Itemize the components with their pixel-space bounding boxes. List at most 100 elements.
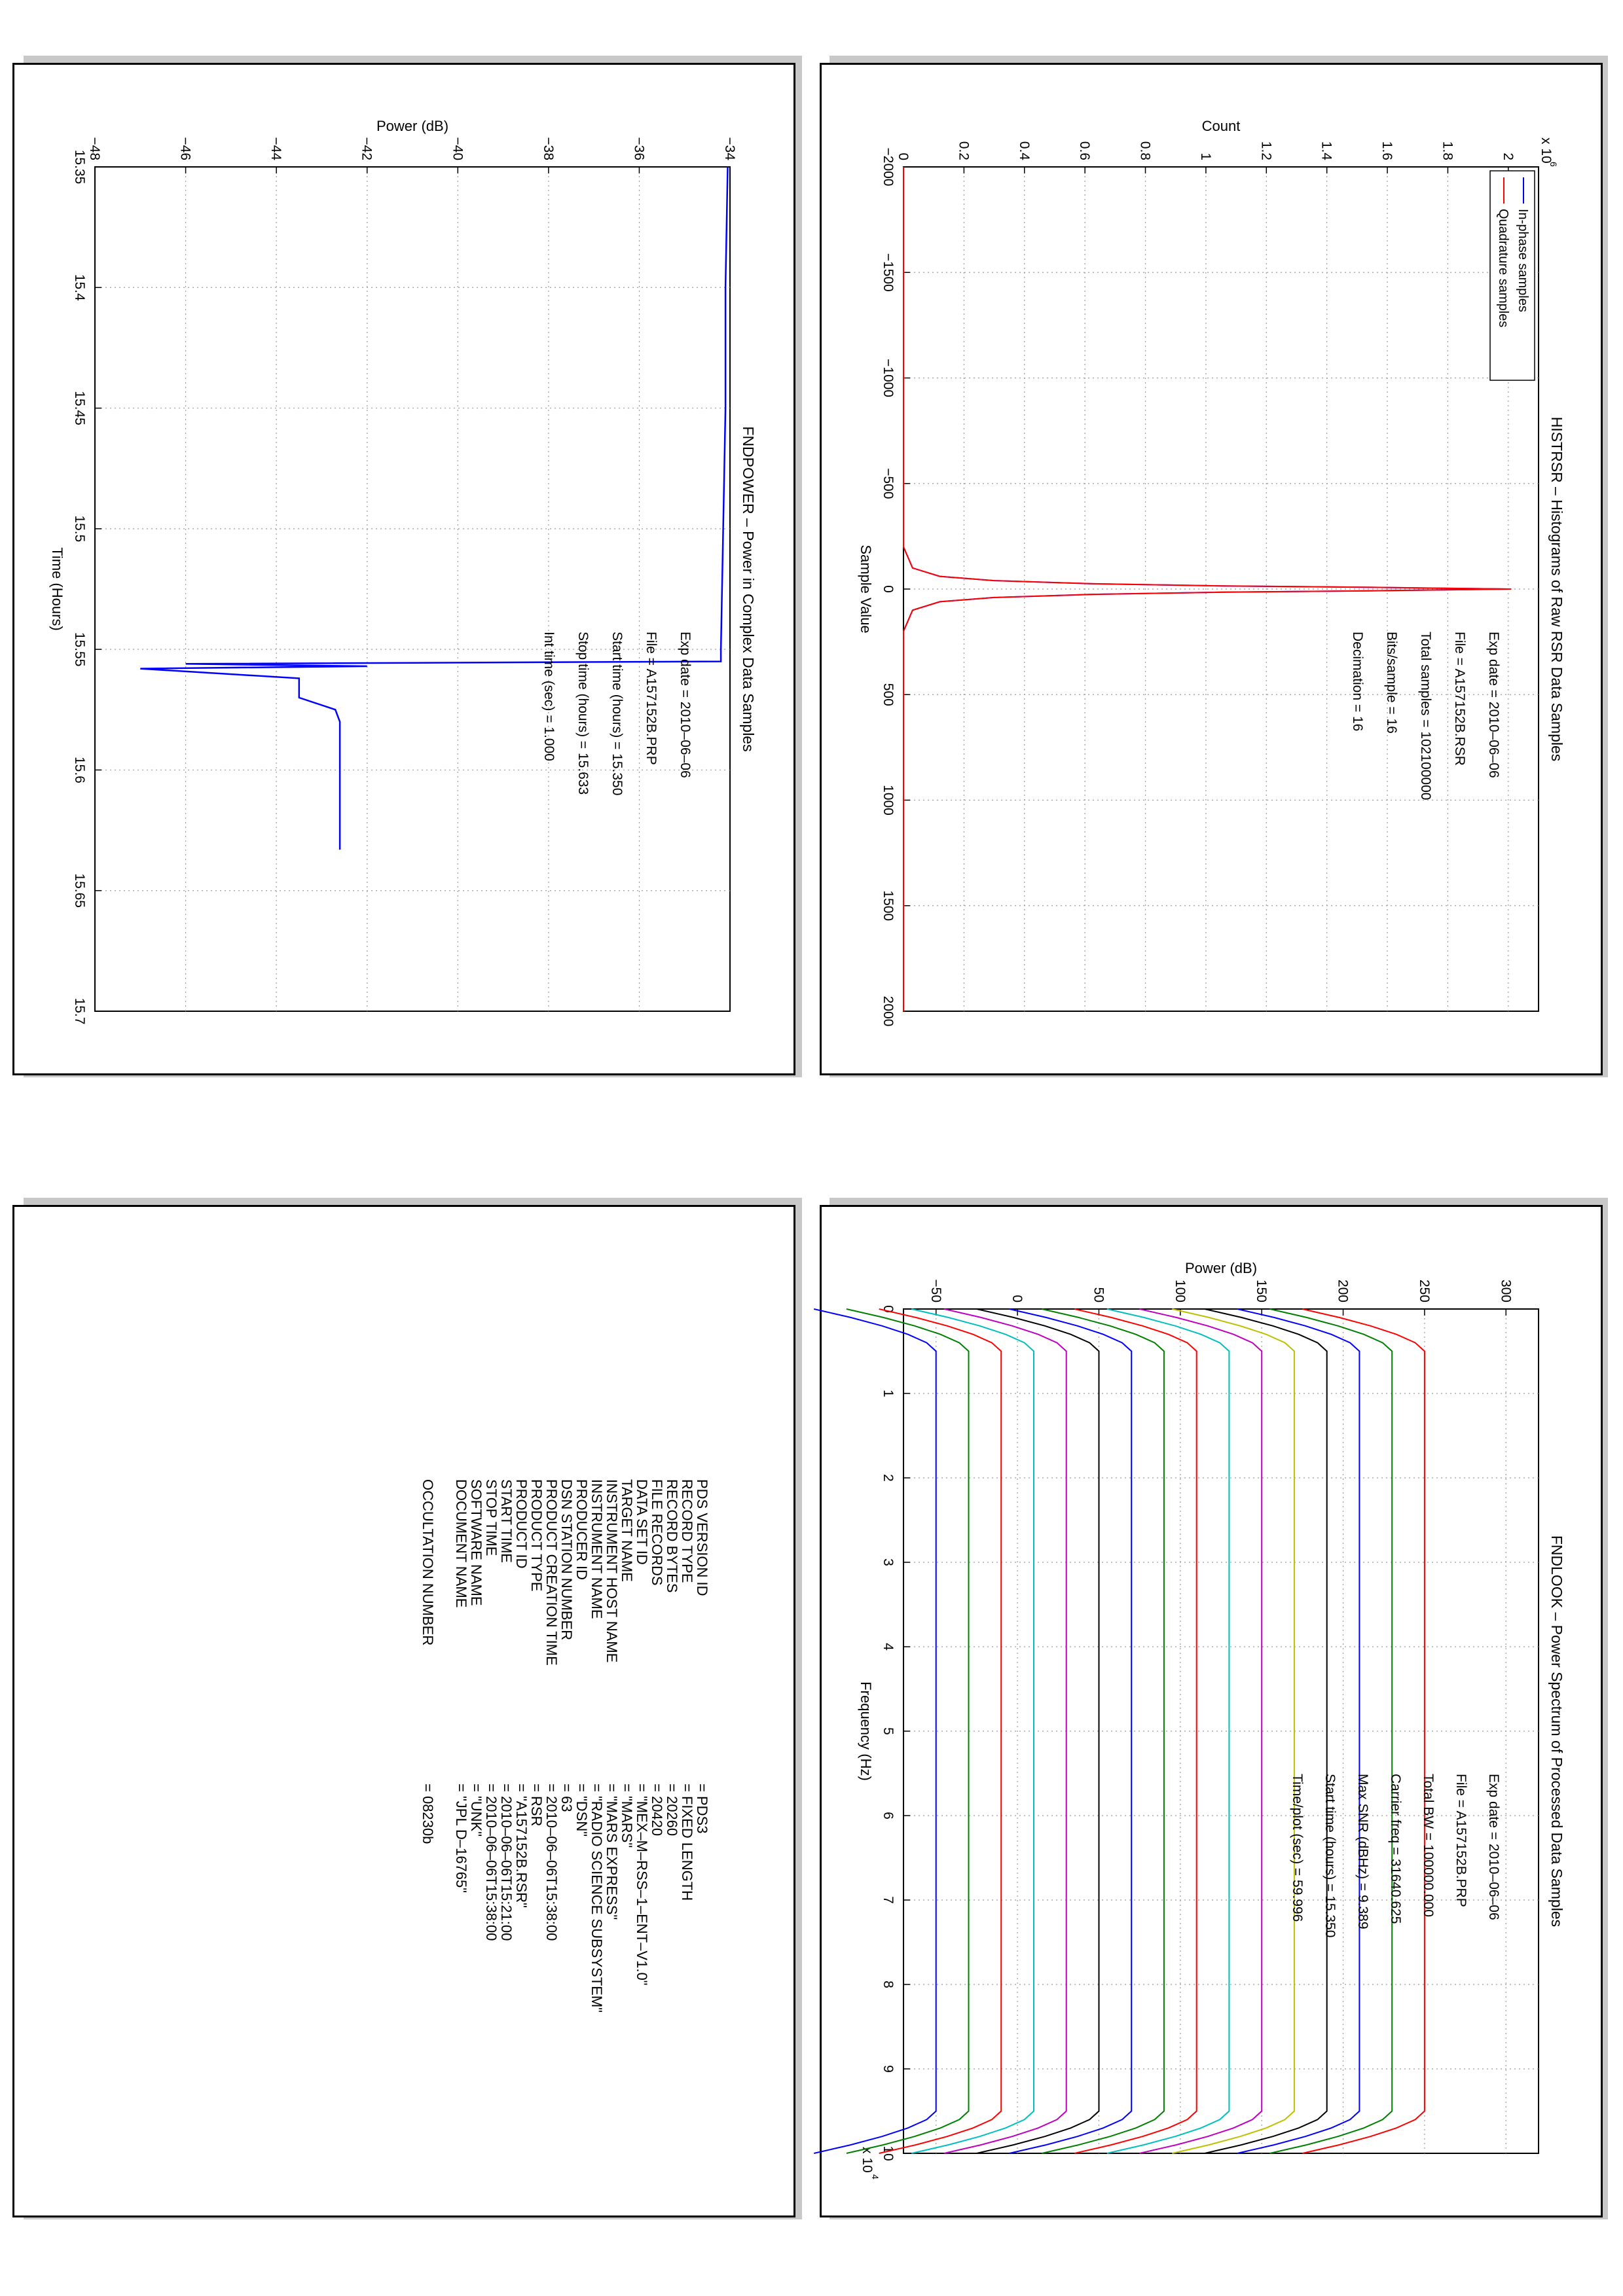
y-tick-label: 1: [1198, 152, 1213, 160]
label-key: START TIME: [498, 1479, 515, 1563]
y-tick-label: 250: [1417, 1280, 1432, 1302]
y-exponent-power: 6: [1548, 162, 1559, 167]
y-tick-label: −48: [87, 137, 102, 160]
y-tick-label: 1.2: [1258, 141, 1273, 160]
spectrum-line: [1042, 1308, 1165, 2154]
label-key: INSTRUMENT HOST NAME: [604, 1479, 620, 1663]
label-value: = RSR: [528, 1784, 545, 1827]
y-tick-label: 0.6: [1077, 141, 1092, 160]
y-tick-label: 0: [896, 152, 911, 160]
x-tick-label: 5: [881, 1727, 896, 1735]
annotation-line: Bits/sample = 16: [1384, 632, 1399, 734]
label-value: = 63: [558, 1784, 575, 1812]
label-key: FILE RECORDS: [649, 1479, 665, 1586]
x-axis-label: Frequency (Hz): [858, 1681, 874, 1781]
y-tick-label: 1.8: [1440, 141, 1455, 160]
series-line: [903, 167, 1512, 1011]
x-axis-label: Sample Value: [858, 545, 874, 633]
label-value: = FIXED LENGTH: [679, 1784, 695, 1901]
label-value: = 2010–06–06T15:38:00: [543, 1784, 560, 1941]
x-exponent-label: x 10: [860, 2147, 875, 2173]
label-key: DOCUMENT NAME: [453, 1479, 469, 1608]
spectrum-line: [1204, 1308, 1328, 2154]
y-tick-label: 1.6: [1379, 141, 1395, 160]
spectrum-line: [1302, 1308, 1425, 2154]
y-axis-label: Count: [1202, 118, 1241, 134]
x-axis-label: Time (Hours): [49, 547, 65, 631]
spectrum-line: [1172, 1308, 1295, 2154]
label-key: SOFTWARE NAME: [468, 1479, 484, 1606]
y-tick-label: 300: [1498, 1280, 1513, 1302]
y-tick-label: 2: [1501, 152, 1516, 160]
y-tick-label: −40: [450, 137, 465, 160]
legend-box: [1489, 170, 1535, 381]
y-tick-label: 0.8: [1138, 141, 1153, 160]
x-tick-label: 15.45: [72, 391, 87, 425]
plot-area: [94, 166, 731, 1012]
label-key: DATA SET ID: [634, 1479, 650, 1565]
y-tick-label: 150: [1254, 1280, 1269, 1302]
x-tick-label: −1500: [881, 253, 896, 292]
annotation-line: Carrier freq = 31640.625: [1388, 1774, 1403, 1924]
y-tick-label: −36: [631, 137, 646, 160]
spectrum-line: [1009, 1308, 1133, 2154]
label-frame: [12, 1205, 795, 2217]
x-exponent-power: 4: [870, 2174, 881, 2179]
spectrum-line: [911, 1308, 1034, 2154]
annotation-line: File = A157152B.PRP: [644, 632, 659, 765]
spectrum-line: [1139, 1308, 1263, 2154]
histogram-chart: −2000 −1500 −1000 −500 0 500 1000 1500 2000 0 0.2 0…: [858, 118, 1565, 1026]
x-tick-label: 1000: [881, 785, 896, 816]
label-value: = 20420: [649, 1784, 665, 1837]
x-tick-label: −2000: [881, 148, 896, 187]
x-tick-label: 15.35: [72, 150, 87, 185]
chart-title: FNDPOWER – Power in Complex Data Samples: [740, 426, 757, 751]
label-value: = "A157152B.RSR": [513, 1784, 530, 1908]
y-tick-label: −46: [178, 137, 193, 160]
label-key: TARGET NAME: [619, 1479, 635, 1582]
annotation-line: Exp date = 2010–06–06: [1486, 632, 1501, 778]
label-key: DSN STATION NUMBER: [558, 1479, 575, 1641]
occultation-key: OCCULTATION NUMBER: [420, 1479, 436, 1646]
y-tick-label: −38: [541, 137, 556, 160]
legend-entry: Quadrature samples: [1496, 209, 1510, 327]
annotation-line: File = A157152B.PRP: [1453, 1774, 1468, 1907]
x-tick-label: −1000: [881, 359, 896, 397]
y-tick-label: 100: [1173, 1280, 1188, 1302]
label-value: = "MARS EXPRESS": [604, 1784, 620, 1920]
annotation-line: Time/plot (sec) = 59.996: [1290, 1774, 1305, 1922]
y-tick-label: 0: [1010, 1295, 1025, 1302]
legend-entry: In-phase samples: [1516, 209, 1530, 312]
x-tick-label: 1500: [881, 890, 896, 921]
spectrum-line: [976, 1308, 1100, 2154]
x-tick-label: 10: [881, 2145, 896, 2161]
spectrum-line: [813, 1308, 937, 2154]
spectrum-chart: 0 1 2 3 4 5 6 7 8 9 10 −50 0 50 100 150 200 250 300 FNDLOOK…: [813, 1260, 1565, 2179]
y-tick-label: 200: [1336, 1280, 1351, 1302]
power-panel: 15.35 15.4 15.45 15.5 15.55 15.6 15.65 15.7 −48 −…: [36, 118, 789, 1037]
x-tick-label: 15.6: [72, 757, 87, 783]
x-tick-label: 6: [881, 1812, 896, 1820]
label-key: PRODUCT ID: [513, 1479, 530, 1569]
spectrum-line: [846, 1308, 970, 2154]
annotation-line: Start time (hours) = 15.350: [1322, 1774, 1338, 1937]
x-tick-label: 9: [881, 2065, 896, 2073]
x-tick-label: 15.4: [72, 274, 87, 301]
label-value: = "MEX–M–RSS–1–ENT–V1.0": [634, 1784, 650, 1986]
label-key: RECORD BYTES: [664, 1479, 680, 1593]
power-chart: 15.35 15.4 15.45 15.5 15.55 15.6 15.65 15.7 −48 −…: [49, 118, 757, 1024]
annotation-line: Stop time (hours) = 15.633: [575, 632, 591, 795]
label-value: = 2010–06–06T15:38:00: [483, 1784, 500, 1941]
y-tick-label: −42: [359, 137, 374, 160]
annotation-line: Exp date = 2010–06–06: [1486, 1774, 1501, 1920]
spectrum-panel: 0 1 2 3 4 5 6 7 8 9 10 −50 0 50 100 150 200 250 300 FNDLOOK…: [813, 1260, 1597, 2179]
annotation-line: Total samples = 102100000: [1418, 632, 1433, 800]
y-axis-label: Power (dB): [1185, 1260, 1257, 1276]
x-tick-label: 2: [881, 1474, 896, 1482]
x-tick-label: 7: [881, 1896, 896, 1904]
series-line: [140, 166, 729, 850]
annotation-line: File = A157152B.RSR: [1452, 632, 1467, 766]
chart-title: FNDLOOK – Power Spectrum of Processed Da…: [1548, 1535, 1565, 1927]
y-tick-label: 50: [1091, 1287, 1106, 1302]
y-axis-label: Power (dB): [376, 118, 448, 134]
